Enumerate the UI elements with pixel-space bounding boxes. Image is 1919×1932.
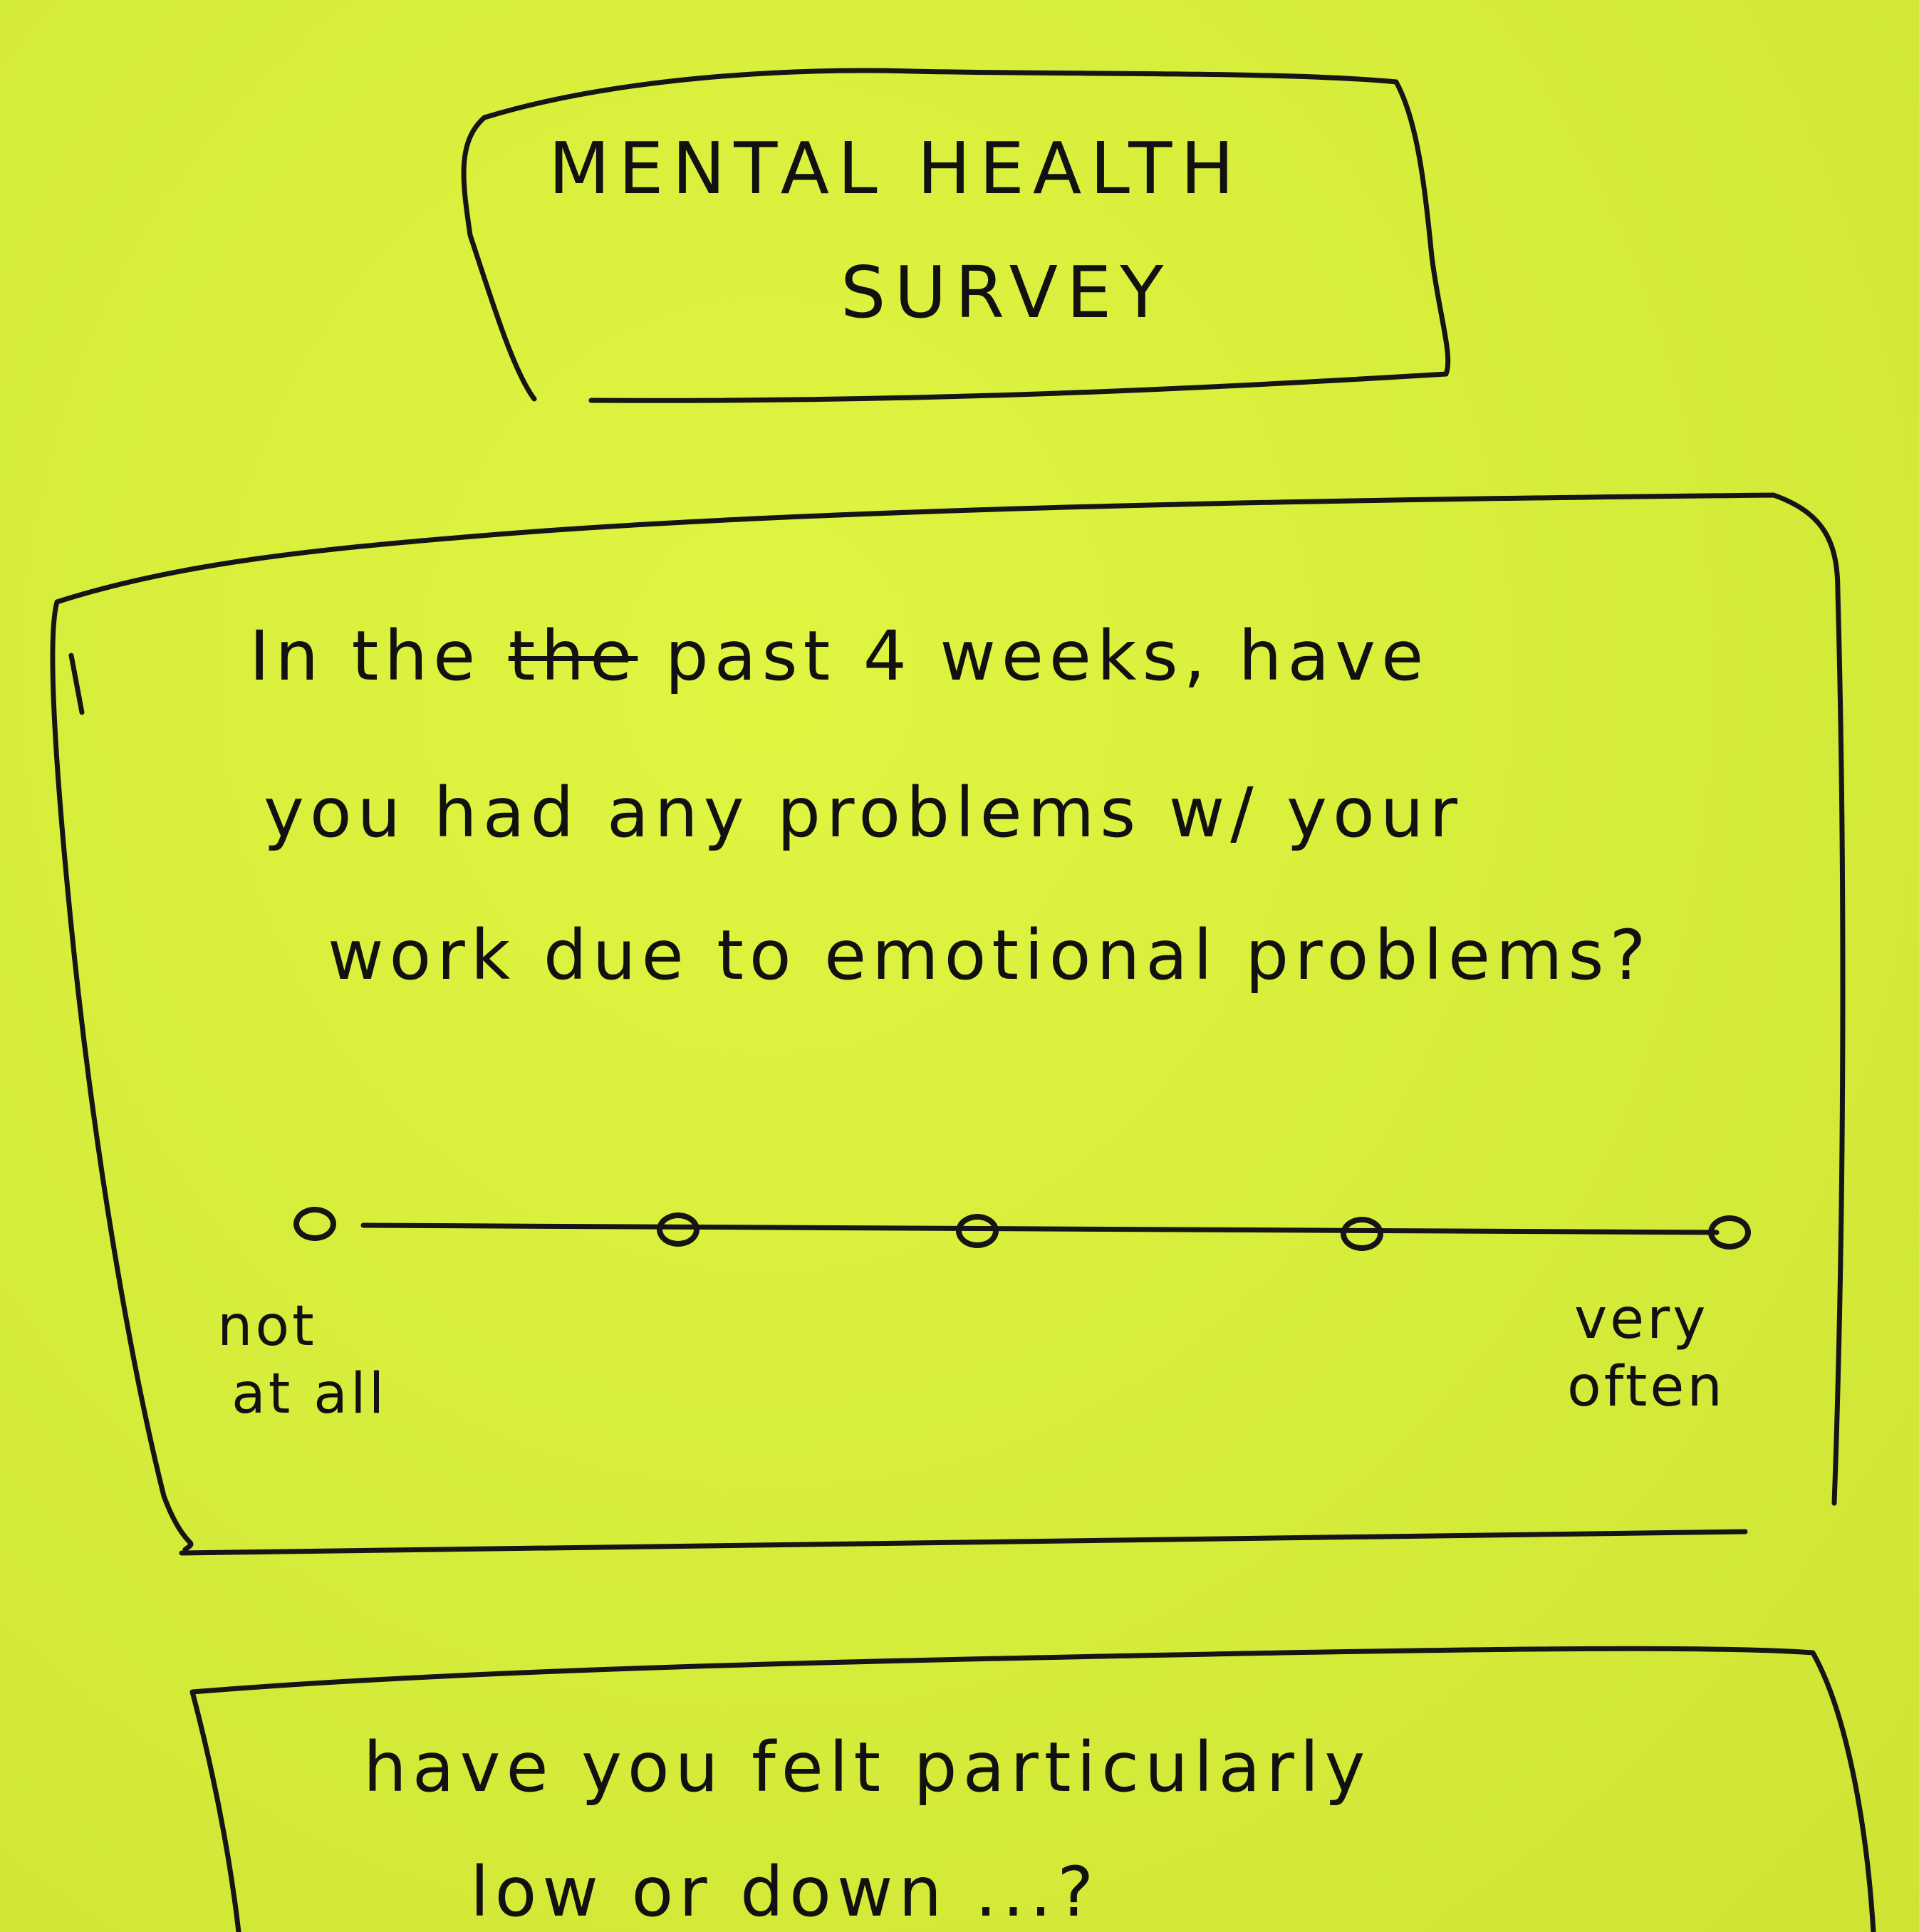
- question1-line1: In the the past 4 weeks, have: [249, 616, 1429, 696]
- rating-option-3[interactable]: [956, 1214, 999, 1248]
- rating-option-2[interactable]: [657, 1212, 700, 1247]
- page-title-line1: MENTAL HEALTH: [548, 127, 1243, 210]
- question1-strikethrough-word: the: [508, 616, 638, 696]
- page-title-line2: SURVEY: [841, 251, 1172, 334]
- scale-low-label-line2: at all: [232, 1362, 388, 1426]
- question1-line1-end: past 4 weeks, have: [665, 616, 1430, 696]
- question1-line1-start: In the: [249, 616, 482, 696]
- question1-card-tick: [68, 653, 85, 715]
- question2-line2: low or down ...?: [470, 1852, 1100, 1932]
- title-box-outline: [461, 68, 1451, 403]
- question1-line2: you had any problems w/ your: [264, 773, 1464, 853]
- rating-option-5[interactable]: [1708, 1215, 1751, 1250]
- scale-high-label-line1: very: [1574, 1287, 1709, 1351]
- question2-card-outline: [189, 1646, 1876, 1932]
- scale-low-label-line1: not: [217, 1294, 317, 1359]
- question1-line3: work due to emotional problems?: [328, 915, 1652, 995]
- scale-low-label: not at all: [217, 1293, 387, 1428]
- scale-high-label: very often: [1567, 1286, 1725, 1421]
- question2-line1: have you felt particularly: [363, 1728, 1371, 1807]
- rating-option-1[interactable]: [293, 1207, 336, 1241]
- question1-card-outline: [50, 492, 1846, 1556]
- rating-option-4[interactable]: [1341, 1217, 1383, 1251]
- scale-high-label-line2: often: [1567, 1355, 1725, 1419]
